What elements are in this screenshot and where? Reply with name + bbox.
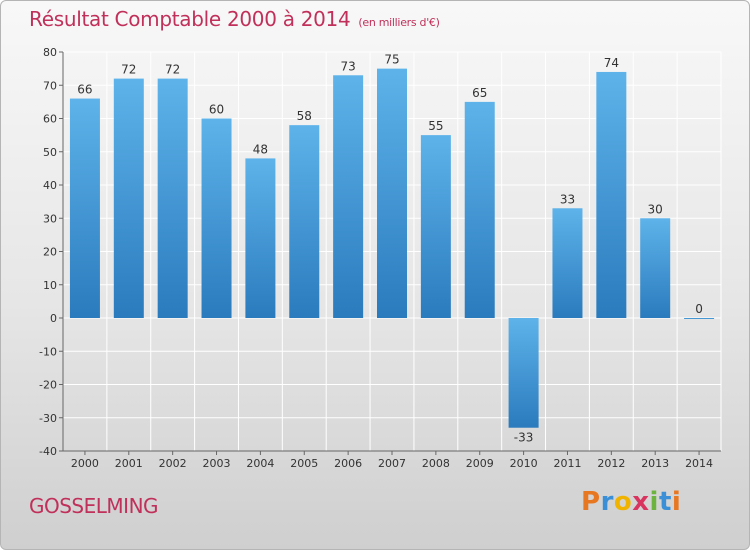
unit-label: (en milliers d'€) [358, 16, 440, 29]
x-tick-label: 2002 [159, 457, 187, 470]
logo-letter: t [658, 487, 672, 517]
y-tick-label: 20 [43, 246, 57, 259]
data-label: 65 [472, 86, 487, 100]
bar [113, 78, 144, 318]
x-tick-label: 2006 [334, 457, 362, 470]
x-tick-label: 2007 [378, 457, 406, 470]
x-tick-label: 2011 [553, 457, 581, 470]
bar [552, 208, 583, 318]
y-tick-label: -30 [39, 412, 57, 425]
x-tick-label: 2009 [466, 457, 494, 470]
data-label: 74 [604, 56, 619, 70]
data-label: 0 [695, 302, 703, 316]
y-tick-label: 10 [43, 279, 57, 292]
bar [596, 71, 627, 318]
bar [69, 98, 100, 318]
x-tick-label: 2014 [685, 457, 713, 470]
bar [289, 125, 320, 319]
bar [245, 158, 276, 318]
title-text: Résultat Comptable 2000 à 2014 [29, 7, 351, 31]
logo-letter: r [600, 487, 614, 517]
bar [508, 318, 539, 428]
y-tick-label: -40 [39, 445, 57, 458]
x-tick-label: 2008 [422, 457, 450, 470]
logo-letter: i [671, 487, 682, 517]
x-tick-label: 2013 [641, 457, 669, 470]
bar [201, 118, 232, 318]
data-label: 72 [121, 63, 136, 77]
x-tick-label: 2003 [203, 457, 231, 470]
x-tick-label: 2010 [510, 457, 538, 470]
x-tick-label: 2001 [115, 457, 143, 470]
y-tick-label: 50 [43, 146, 57, 159]
data-label: -33 [514, 431, 534, 445]
y-tick-label: 40 [43, 179, 57, 192]
data-label: 30 [648, 202, 663, 216]
y-tick-label: 70 [43, 79, 57, 92]
y-tick-label: 0 [50, 312, 57, 325]
y-tick-label: 30 [43, 212, 57, 225]
y-tick-label: 60 [43, 113, 57, 126]
logo-letter: P [581, 487, 601, 517]
y-tick-label: -20 [39, 379, 57, 392]
x-tick-label: 2000 [71, 457, 99, 470]
chart-title: Résultat Comptable 2000 à 2014 (en millie… [29, 7, 440, 31]
x-tick-label: 2012 [597, 457, 625, 470]
bar [377, 68, 407, 318]
bar [684, 318, 715, 319]
bar [420, 135, 451, 318]
commune-name: GOSSELMING [29, 494, 159, 518]
y-tick-label: 80 [43, 46, 57, 59]
bar [464, 101, 495, 318]
logo-letter: x [632, 487, 650, 517]
bar [640, 218, 671, 318]
data-label: 75 [384, 53, 399, 67]
data-label: 72 [165, 63, 180, 77]
logo-letter: i [649, 487, 659, 517]
data-label: 66 [77, 83, 92, 97]
proxiti-logo: Proxiti [581, 487, 681, 517]
data-label: 60 [209, 103, 224, 117]
y-tick-label: -10 [39, 345, 57, 358]
data-label: 48 [253, 142, 268, 156]
logo-letter: o [613, 487, 633, 517]
bar [333, 75, 364, 319]
data-label: 58 [297, 109, 312, 123]
bar [157, 78, 188, 318]
x-tick-label: 2005 [290, 457, 318, 470]
data-label: 55 [428, 119, 443, 133]
data-label: 73 [340, 59, 355, 73]
data-label: 33 [560, 192, 575, 206]
x-tick-label: 2004 [246, 457, 274, 470]
